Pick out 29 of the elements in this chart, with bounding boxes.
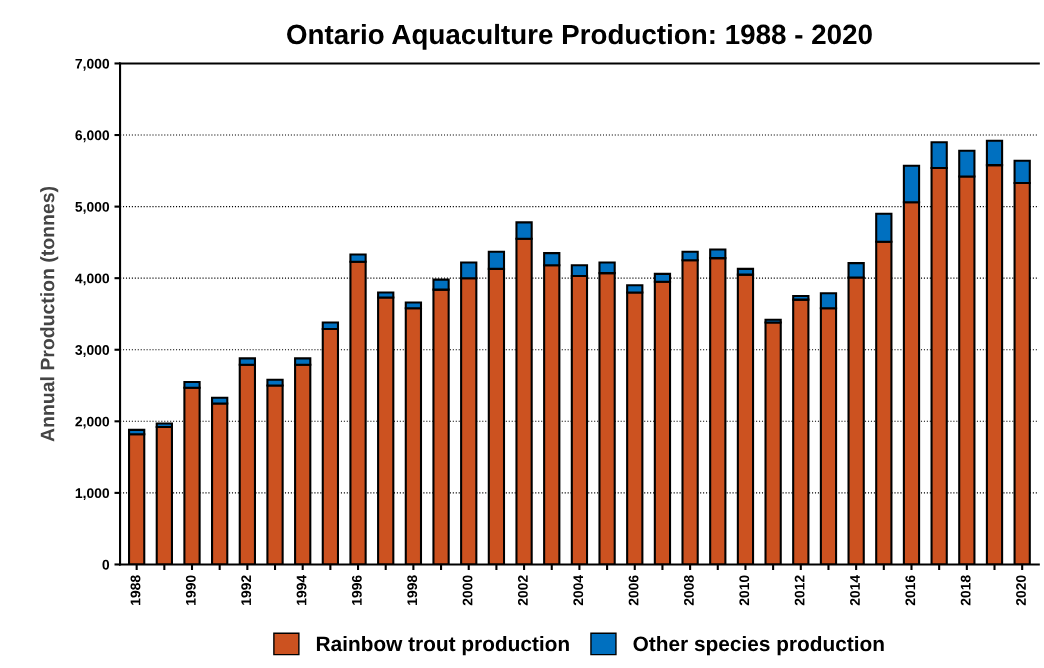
x-tick-label: 2010 — [739, 575, 750, 606]
y-axis-title: Annual Production (tonnes) — [40, 186, 59, 442]
x-tick-label: 1990 — [185, 575, 196, 605]
x-tick-label: 2006 — [628, 575, 639, 606]
legend-label: Rainbow trout production — [316, 635, 569, 656]
x-tick-label: 1988 — [130, 575, 141, 605]
x-tick-label: 2002 — [517, 575, 528, 606]
x-tick-label: 2020 — [1016, 575, 1026, 606]
legend-label: Other species production — [633, 635, 884, 656]
y-tick-label: 3,000 — [75, 345, 110, 357]
x-tick-label: 2004 — [573, 574, 584, 606]
x-tick-label: 2008 — [684, 575, 694, 606]
y-tick-label: 4,000 — [75, 273, 110, 286]
chart-title: Ontario Aquaculture Production: 1988 - 2020 — [287, 23, 872, 50]
x-tick-label: 2012 — [794, 575, 805, 606]
y-tick-label: 1,000 — [75, 488, 110, 501]
x-tick-label: 2018 — [960, 575, 971, 606]
y-tick-label: 5,000 — [75, 201, 110, 214]
x-tick-label: 2014 — [850, 574, 860, 606]
y-tick-label: 2,000 — [75, 416, 110, 429]
y-tick-label: 6,000 — [75, 130, 110, 143]
x-tick-label: 1992 — [241, 575, 252, 605]
x-tick-label: 1998 — [407, 575, 418, 605]
x-tick-label: 1994 — [296, 574, 307, 605]
y-tick-label: 0 — [102, 559, 110, 570]
y-tick-label: 7,000 — [75, 58, 110, 71]
x-tick-label: 2000 — [462, 575, 473, 606]
x-tick-label: 2016 — [905, 575, 916, 606]
x-tick-label: 1996 — [351, 575, 362, 605]
